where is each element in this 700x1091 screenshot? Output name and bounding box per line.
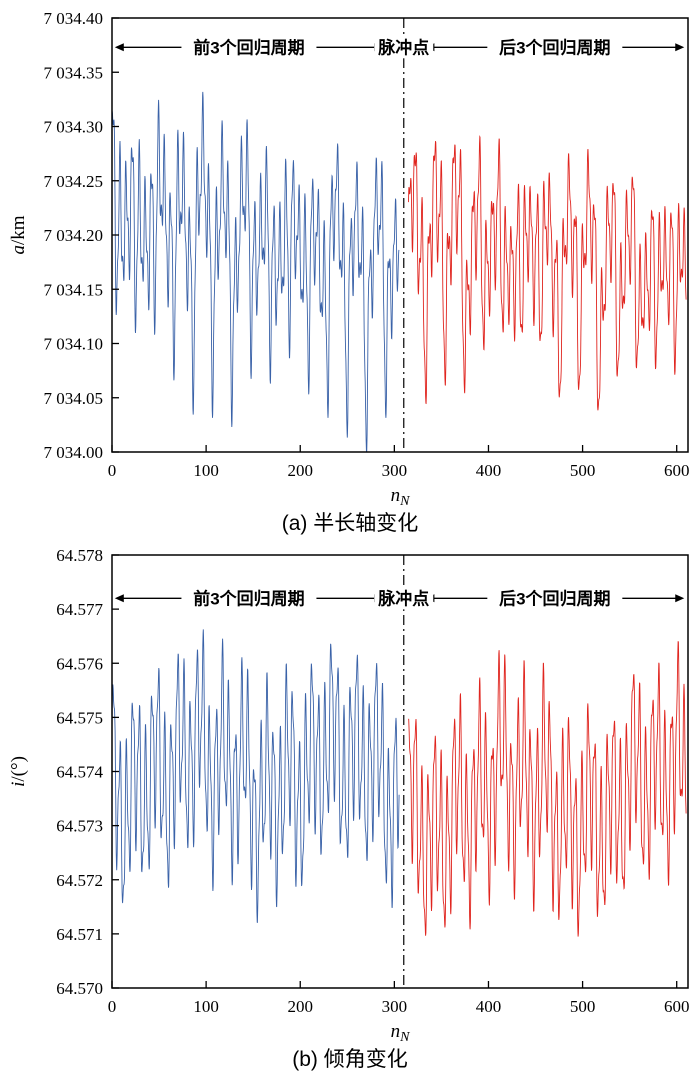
figure-b: 64.570 64.571 64.572 64.573 64.574 64.575 64.5…: [0, 543, 700, 1079]
svg-text:7 034.25: 7 034.25: [44, 172, 104, 191]
svg-text:200: 200: [287, 461, 313, 480]
svg-text:7 034.35: 7 034.35: [44, 63, 104, 82]
svg-text:64.576: 64.576: [56, 654, 103, 673]
svg-text:64.577: 64.577: [56, 600, 103, 619]
svg-text:100: 100: [193, 461, 219, 480]
svg-text:64.572: 64.572: [56, 871, 103, 890]
chart-b-inclination: 64.570 64.571 64.572 64.573 64.574 64.575 64.5…: [8, 546, 690, 1045]
svg-text:7 034.30: 7 034.30: [44, 118, 104, 137]
chart-a-semimajor-axis: 7 034.00 7 034.05 7 034.10 7 034.15 7 034.20…: [8, 9, 690, 509]
svg-text:前3个回归周期: 前3个回归周期: [193, 37, 304, 57]
svg-text:nN: nN: [391, 485, 411, 509]
svg-text:0: 0: [108, 461, 117, 480]
svg-text:后3个回归周期: 后3个回归周期: [499, 37, 610, 57]
svg-text:7 034.00: 7 034.00: [44, 443, 104, 462]
caption-b: (b) 倾角变化: [292, 1048, 408, 1071]
svg-text:200: 200: [287, 997, 313, 1016]
svg-text:前3个回归周期: 前3个回归周期: [193, 588, 304, 608]
svg-text:64.578: 64.578: [56, 546, 103, 565]
svg-text:64.570: 64.570: [56, 979, 103, 998]
svg-text:600: 600: [664, 461, 690, 480]
caption-a: (a) 半长轴变化: [281, 512, 419, 535]
svg-text:500: 500: [570, 461, 596, 480]
svg-text:7 034.05: 7 034.05: [44, 389, 104, 408]
svg-text:0: 0: [108, 997, 117, 1016]
svg-text:100: 100: [193, 997, 219, 1016]
svg-text:脉冲点: 脉冲点: [377, 588, 429, 608]
svg-text:400: 400: [476, 461, 502, 480]
svg-text:500: 500: [570, 997, 596, 1016]
svg-text:脉冲点: 脉冲点: [377, 37, 429, 57]
svg-text:64.573: 64.573: [56, 817, 103, 836]
svg-text:nN: nN: [391, 1021, 411, 1045]
svg-text:7 034.20: 7 034.20: [44, 226, 104, 245]
figure-a: 7 034.00 7 034.05 7 034.10 7 034.15 7 034.20…: [0, 4, 700, 543]
svg-text:7 034.40: 7 034.40: [44, 9, 104, 28]
svg-text:64.571: 64.571: [56, 925, 103, 944]
svg-text:a/km: a/km: [8, 215, 29, 254]
svg-text:300: 300: [382, 997, 408, 1016]
svg-text:64.575: 64.575: [56, 708, 103, 727]
svg-text:7 034.15: 7 034.15: [44, 280, 104, 299]
svg-text:600: 600: [664, 997, 690, 1016]
svg-text:300: 300: [382, 461, 408, 480]
svg-text:64.574: 64.574: [56, 763, 103, 782]
svg-text:7 034.10: 7 034.10: [44, 335, 104, 354]
svg-text:400: 400: [476, 997, 502, 1016]
svg-text:后3个回归周期: 后3个回归周期: [499, 588, 610, 608]
svg-text:i/(°): i/(°): [8, 756, 29, 787]
